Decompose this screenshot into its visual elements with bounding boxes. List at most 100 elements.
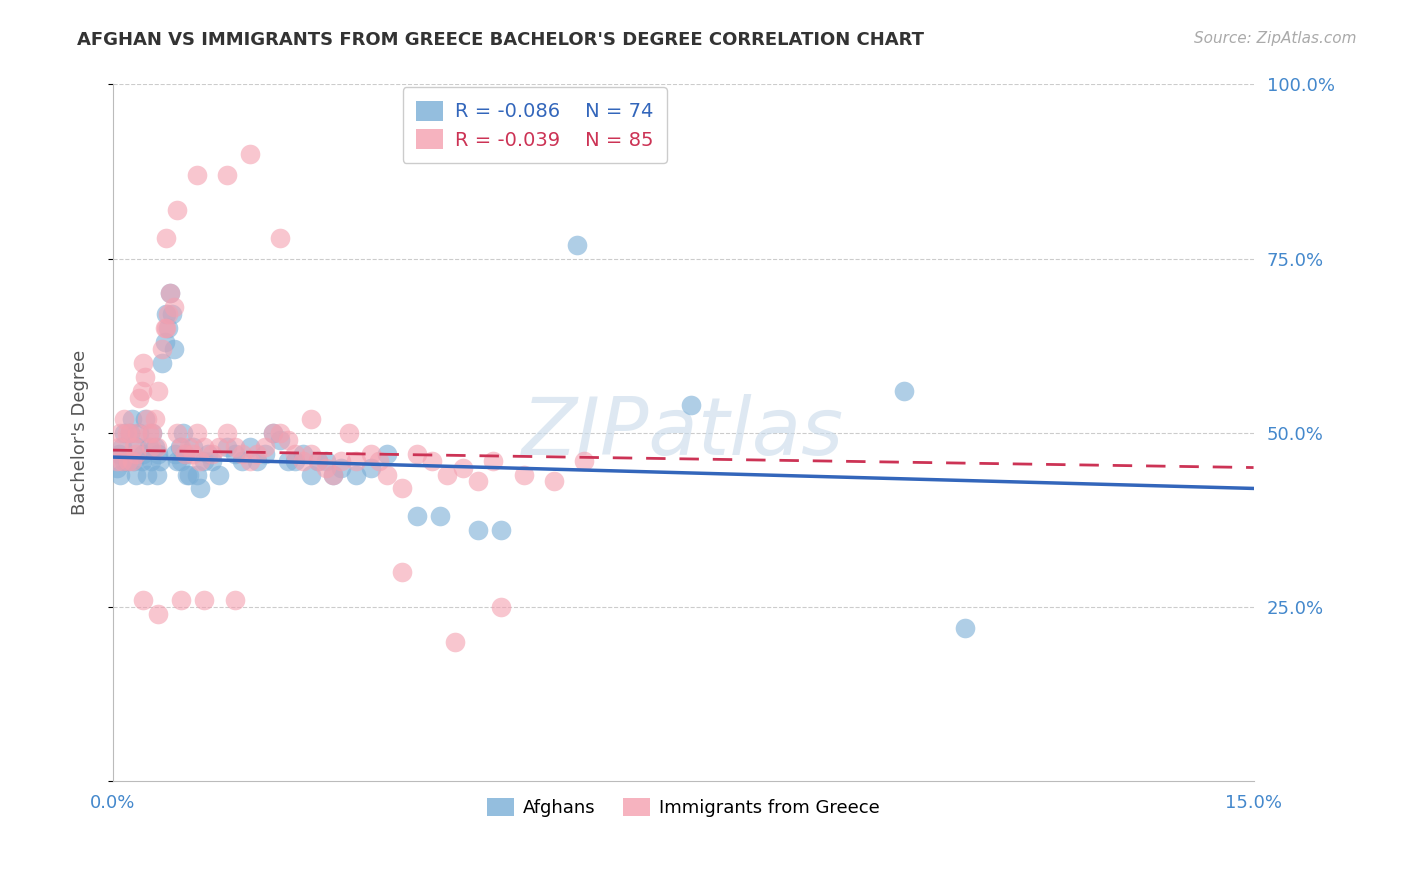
- Point: [299, 467, 322, 482]
- Point: [115, 425, 138, 440]
- Point: [108, 447, 131, 461]
- Point: [253, 447, 276, 461]
- Point: [337, 425, 360, 440]
- Point: [284, 453, 307, 467]
- Point: [118, 425, 141, 440]
- Point: [224, 593, 246, 607]
- Point: [253, 440, 276, 454]
- Point: [111, 440, 134, 454]
- Point: [186, 168, 208, 182]
- Point: [262, 425, 284, 440]
- Point: [112, 425, 135, 440]
- Point: [177, 467, 200, 482]
- Point: [565, 237, 588, 252]
- Point: [143, 440, 166, 454]
- Point: [169, 440, 191, 454]
- Point: [239, 440, 262, 454]
- Point: [159, 286, 181, 301]
- Point: [193, 440, 215, 454]
- Point: [146, 440, 169, 454]
- Point: [186, 425, 208, 440]
- Point: [110, 467, 132, 482]
- Point: [467, 475, 489, 489]
- Point: [391, 482, 413, 496]
- Point: [166, 453, 188, 467]
- Point: [124, 447, 146, 461]
- Point: [188, 482, 211, 496]
- Point: [201, 453, 224, 467]
- Point: [117, 453, 139, 467]
- Point: [112, 411, 135, 425]
- Point: [160, 307, 183, 321]
- Point: [105, 453, 128, 467]
- Point: [246, 453, 269, 467]
- Point: [239, 147, 262, 161]
- Point: [139, 440, 162, 454]
- Point: [131, 384, 153, 398]
- Point: [128, 425, 150, 440]
- Point: [436, 467, 458, 482]
- Point: [269, 433, 291, 447]
- Text: AFGHAN VS IMMIGRANTS FROM GREECE BACHELOR'S DEGREE CORRELATION CHART: AFGHAN VS IMMIGRANTS FROM GREECE BACHELO…: [77, 31, 924, 49]
- Point: [148, 607, 170, 621]
- Point: [277, 453, 299, 467]
- Point: [172, 425, 194, 440]
- Point: [148, 384, 170, 398]
- Point: [893, 384, 915, 398]
- Point: [155, 321, 177, 335]
- Point: [208, 467, 231, 482]
- Point: [315, 453, 337, 467]
- Legend: Afghans, Immigrants from Greece: Afghans, Immigrants from Greece: [479, 790, 887, 824]
- Point: [299, 411, 322, 425]
- Point: [136, 467, 159, 482]
- Point: [127, 440, 149, 454]
- Point: [131, 453, 153, 467]
- Point: [186, 467, 208, 482]
- Point: [307, 453, 329, 467]
- Point: [156, 307, 179, 321]
- Point: [420, 453, 443, 467]
- Point: [315, 460, 337, 475]
- Point: [231, 453, 253, 467]
- Point: [141, 425, 163, 440]
- Point: [224, 447, 246, 461]
- Point: [111, 453, 134, 467]
- Point: [444, 634, 467, 648]
- Point: [299, 447, 322, 461]
- Point: [170, 440, 193, 454]
- Point: [163, 342, 186, 356]
- Point: [215, 168, 238, 182]
- Point: [115, 453, 138, 467]
- Point: [208, 440, 231, 454]
- Point: [344, 467, 367, 482]
- Point: [215, 425, 238, 440]
- Point: [153, 335, 176, 350]
- Point: [148, 447, 170, 461]
- Point: [181, 440, 204, 454]
- Point: [132, 447, 155, 461]
- Point: [512, 467, 534, 482]
- Point: [224, 440, 246, 454]
- Point: [105, 460, 128, 475]
- Point: [108, 440, 131, 454]
- Point: [146, 467, 169, 482]
- Point: [489, 599, 512, 614]
- Point: [177, 440, 200, 454]
- Point: [193, 593, 215, 607]
- Point: [269, 230, 291, 244]
- Point: [153, 321, 176, 335]
- Point: [122, 453, 145, 467]
- Point: [176, 467, 198, 482]
- Point: [121, 453, 143, 467]
- Point: [277, 433, 299, 447]
- Point: [121, 411, 143, 425]
- Point: [159, 286, 181, 301]
- Point: [291, 447, 314, 461]
- Point: [284, 447, 307, 461]
- Point: [231, 447, 253, 461]
- Point: [953, 621, 976, 635]
- Point: [489, 523, 512, 537]
- Point: [150, 342, 173, 356]
- Point: [110, 425, 132, 440]
- Point: [166, 202, 188, 217]
